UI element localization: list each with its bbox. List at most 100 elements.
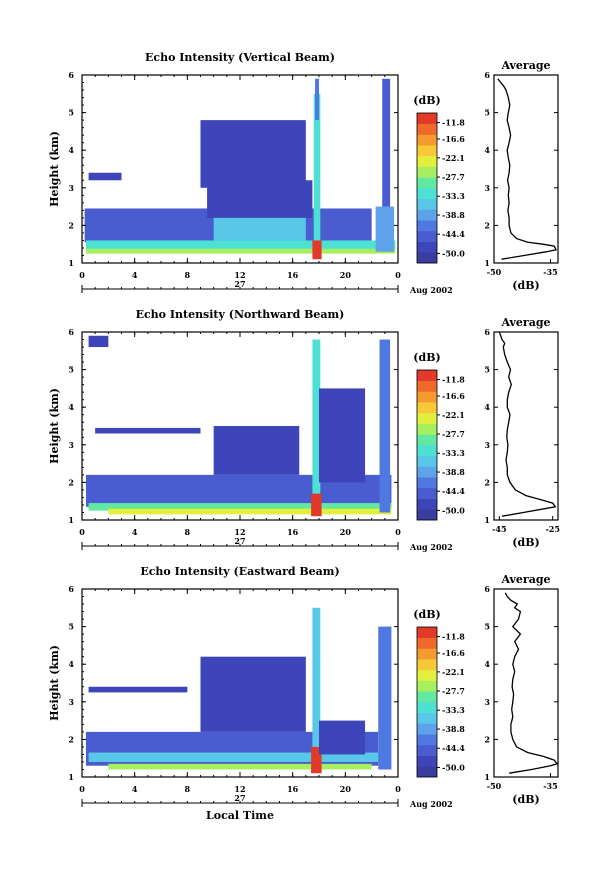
x-tick-label: 8	[185, 527, 191, 537]
colorbar-segment	[417, 209, 437, 221]
y-tick-label: 5	[68, 365, 74, 375]
colorbar-frame	[416, 626, 438, 778]
heatmap-cell-2	[85, 240, 396, 250]
colorbar-segment	[417, 220, 437, 232]
colorbar-unit: (dB)	[413, 94, 440, 107]
heatmap-cell-6	[315, 78, 319, 121]
colorbar-segment	[417, 155, 437, 167]
colorbar-tick-label: -27.7	[442, 686, 465, 696]
average-y-label: 5	[484, 365, 490, 375]
colorbar-segment	[417, 744, 437, 756]
average-y-label: 3	[484, 440, 490, 450]
average-x-label: -35	[543, 781, 557, 791]
panel-title: Echo Intensity (Eastward Beam)	[140, 565, 339, 578]
heatmap-cell-1	[200, 656, 306, 732]
average-title: Average	[500, 573, 550, 586]
x-tick-label: 4	[132, 270, 138, 280]
colorbar-segment	[417, 252, 437, 264]
heatmap-cell-7	[379, 339, 391, 513]
average-y-label: 4	[484, 659, 490, 669]
colorbar-tick-label: -38.8	[442, 210, 465, 220]
colorbar-segment	[417, 466, 437, 478]
colorbar-tick-label: -11.8	[442, 118, 465, 128]
date-label: Aug 2002	[409, 542, 453, 552]
y-tick-label: 4	[68, 402, 74, 412]
x-tick-label: 16	[287, 527, 299, 537]
colorbar-tick-label: -50.0	[442, 505, 465, 515]
colorbar-tick-label: -16.6	[442, 391, 465, 401]
heatmap-cell-10	[200, 120, 306, 188]
colorbar-tick-label: -33.3	[442, 705, 465, 715]
colorbar-tick-label: -27.7	[442, 172, 465, 182]
colorbar-segment	[417, 509, 437, 521]
colorbar-segment	[417, 391, 437, 403]
average-y-label: 1	[484, 515, 490, 525]
heatmap-cell-7	[88, 686, 188, 693]
colorbar-tick-label: -33.3	[442, 448, 465, 458]
colorbar-segment	[417, 134, 437, 146]
colorbar-tick-label: -38.8	[442, 467, 465, 477]
colorbar-tick-label: -11.8	[442, 375, 465, 385]
heatmap-cell-8	[319, 720, 366, 755]
average-x-label: -25	[545, 524, 559, 534]
heatmap-cell-5	[213, 426, 300, 475]
colorbar-frame	[416, 112, 438, 264]
y-tick-label: 2	[68, 477, 74, 487]
x-tick-label: 20	[340, 270, 352, 280]
colorbar-tick-label: -27.7	[442, 429, 465, 439]
colorbar-segment	[417, 113, 437, 125]
date-label: Aug 2002	[409, 285, 453, 295]
average-y-label: 1	[484, 772, 490, 782]
y-tick-label: 4	[68, 659, 74, 669]
heatmap-cell-6	[319, 388, 366, 483]
heatmap-cell-5	[313, 93, 321, 241]
colorbar-segment	[417, 669, 437, 681]
colorbar-segment	[417, 166, 437, 178]
colorbar-segment	[417, 487, 437, 499]
heatmap-cell-8	[382, 78, 391, 207]
y-tick-label: 2	[68, 220, 74, 230]
panel-title: Echo Intensity (Northward Beam)	[136, 308, 345, 321]
x-tick-label: 0	[395, 784, 401, 794]
average-y-label: 1	[484, 258, 490, 268]
average-x-axis-label: (dB)	[512, 793, 539, 806]
heatmap-cell-6	[378, 626, 392, 770]
y-axis-label: Height (km)	[48, 388, 61, 464]
x-tick-label: 12	[234, 784, 245, 794]
colorbar-segment	[417, 734, 437, 746]
x-tick-label: 0	[79, 527, 85, 537]
colorbar-tick-label: -16.6	[442, 648, 465, 658]
day-label: 27	[234, 793, 245, 803]
average-x-label: -45	[492, 524, 506, 534]
y-tick-label: 1	[68, 258, 74, 268]
average-x-axis-label: (dB)	[512, 279, 539, 292]
heatmap-cell-9	[88, 335, 109, 348]
heatmap-cell-8	[95, 427, 201, 434]
heatmap-cells	[85, 335, 392, 517]
colorbar-unit: (dB)	[413, 351, 440, 364]
colorbar-tick-label: -50.0	[442, 762, 465, 772]
heatmap-cell-2	[88, 752, 379, 762]
x-tick-label: 0	[395, 270, 401, 280]
x-tick-label: 4	[132, 784, 138, 794]
x-tick-label: 12	[234, 270, 245, 280]
average-y-label: 2	[484, 220, 490, 230]
colorbar-segment	[417, 659, 437, 671]
day-label: 27	[234, 279, 245, 289]
y-axis-label: Height (km)	[48, 131, 61, 207]
colorbar-segment	[417, 691, 437, 703]
average-y-label: 5	[484, 622, 490, 632]
y-tick-label: 5	[68, 108, 74, 118]
heatmap-cell-4	[312, 339, 321, 494]
average-y-label: 6	[484, 327, 490, 337]
colorbar-tick-label: -44.4	[442, 743, 465, 753]
colorbar-segment	[417, 648, 437, 660]
colorbar-segment	[417, 445, 437, 457]
colorbar-segment	[417, 370, 437, 382]
x-tick-label: 0	[395, 527, 401, 537]
heatmap-cell-3	[311, 493, 322, 517]
colorbar-segment	[417, 455, 437, 467]
y-tick-label: 3	[68, 697, 74, 707]
colorbar-tick-label: -11.8	[442, 632, 465, 642]
x-tick-label: 20	[340, 784, 352, 794]
